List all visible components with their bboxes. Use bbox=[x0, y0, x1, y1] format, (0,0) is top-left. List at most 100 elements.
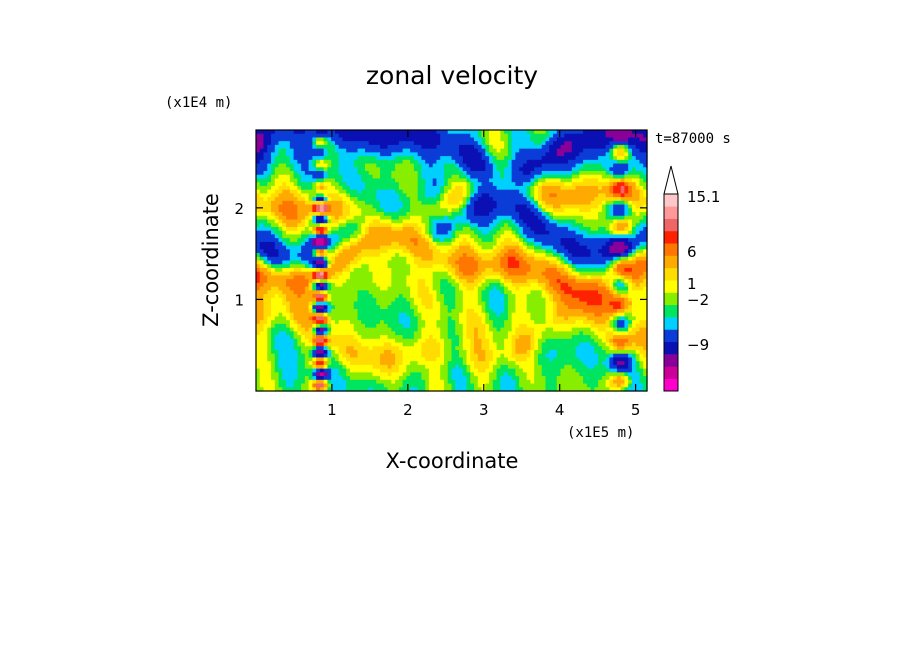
field-cell bbox=[338, 323, 344, 329]
field-cell bbox=[428, 226, 434, 232]
field-cell bbox=[451, 383, 456, 388]
field-cell bbox=[271, 223, 276, 228]
field-cell bbox=[349, 204, 355, 209]
field-cell bbox=[349, 364, 355, 370]
field-cell bbox=[440, 264, 445, 269]
field-cell bbox=[301, 294, 306, 299]
field-cell bbox=[349, 379, 355, 385]
field-cell bbox=[522, 189, 528, 194]
field-cell bbox=[361, 349, 366, 355]
field-cell bbox=[459, 357, 464, 362]
field-cell bbox=[289, 368, 295, 373]
field-cell bbox=[372, 241, 377, 247]
field-cell bbox=[462, 353, 468, 359]
field-cell bbox=[259, 208, 265, 213]
field-cell bbox=[425, 193, 430, 198]
field-cell bbox=[267, 226, 272, 232]
field-cell bbox=[319, 323, 325, 329]
field-cell bbox=[519, 156, 524, 161]
field-cell bbox=[459, 178, 464, 183]
field-cell bbox=[349, 275, 355, 280]
field-cell bbox=[500, 379, 505, 385]
field-cell bbox=[312, 148, 317, 153]
field-cell bbox=[447, 331, 453, 336]
field-cell bbox=[421, 171, 426, 176]
field-cell bbox=[327, 308, 332, 314]
field-cell bbox=[361, 152, 366, 157]
field-cell bbox=[447, 185, 453, 191]
field-cell bbox=[481, 376, 486, 381]
field-cell bbox=[301, 215, 306, 221]
field-cell bbox=[349, 294, 355, 299]
field-cell bbox=[308, 342, 313, 347]
field-cell bbox=[428, 182, 434, 187]
field-cell bbox=[256, 241, 261, 247]
field-cell bbox=[455, 279, 460, 284]
field-cell bbox=[289, 167, 295, 172]
field-cell bbox=[383, 387, 389, 392]
field-cell bbox=[395, 212, 400, 217]
field-cell bbox=[271, 342, 276, 347]
field-cell bbox=[398, 200, 404, 206]
field-cell bbox=[485, 185, 490, 191]
field-cell bbox=[511, 219, 517, 224]
field-cell bbox=[346, 197, 351, 202]
field-cell bbox=[372, 223, 377, 228]
field-cell bbox=[278, 264, 283, 269]
field-cell bbox=[349, 312, 355, 318]
field-cell bbox=[259, 320, 265, 325]
field-cell bbox=[334, 308, 340, 314]
field-cell bbox=[496, 219, 501, 224]
field-cell bbox=[519, 346, 524, 351]
field-cell bbox=[496, 305, 501, 310]
field-cell bbox=[256, 256, 261, 262]
field-cell bbox=[519, 185, 524, 191]
field-cell bbox=[327, 230, 332, 235]
field-cell bbox=[267, 197, 272, 202]
field-cell bbox=[289, 323, 295, 329]
field-cell bbox=[492, 383, 498, 388]
field-cell bbox=[282, 167, 287, 172]
field-cell bbox=[485, 152, 490, 157]
field-cell bbox=[489, 297, 494, 303]
field-cell bbox=[459, 238, 464, 243]
field-cell bbox=[256, 226, 261, 232]
field-cell bbox=[323, 249, 329, 254]
field-cell bbox=[447, 346, 453, 351]
field-cell bbox=[428, 212, 434, 217]
field-cell bbox=[421, 320, 426, 325]
field-cell bbox=[470, 238, 475, 243]
field-cell bbox=[492, 387, 498, 392]
field-cell bbox=[312, 379, 317, 385]
field-cell bbox=[504, 316, 509, 321]
field-cell bbox=[447, 141, 453, 146]
field-cell bbox=[410, 338, 415, 344]
field-cell bbox=[274, 223, 280, 228]
field-cell bbox=[477, 130, 483, 135]
field-cell bbox=[293, 323, 298, 329]
field-cell bbox=[346, 156, 351, 161]
field-cell bbox=[391, 346, 396, 351]
field-cell bbox=[492, 223, 498, 228]
field-cell bbox=[349, 219, 355, 224]
field-cell bbox=[425, 256, 430, 262]
field-cell bbox=[342, 152, 347, 157]
field-cell bbox=[334, 148, 340, 153]
field-cell bbox=[327, 267, 332, 273]
field-cell bbox=[297, 215, 302, 221]
field-cell bbox=[338, 297, 344, 303]
field-cell bbox=[383, 338, 389, 344]
field-cell bbox=[398, 361, 404, 366]
field-cell bbox=[459, 212, 464, 217]
field-cell bbox=[443, 130, 449, 135]
field-cell bbox=[267, 264, 272, 269]
field-cell bbox=[406, 368, 411, 373]
field-cell bbox=[395, 316, 400, 321]
field-cell bbox=[293, 305, 298, 310]
field-cell bbox=[323, 230, 329, 235]
field-cell bbox=[274, 171, 280, 176]
field-cell bbox=[417, 361, 423, 366]
field-cell bbox=[451, 376, 456, 381]
field-cell bbox=[383, 193, 389, 198]
field-cell bbox=[398, 379, 404, 385]
